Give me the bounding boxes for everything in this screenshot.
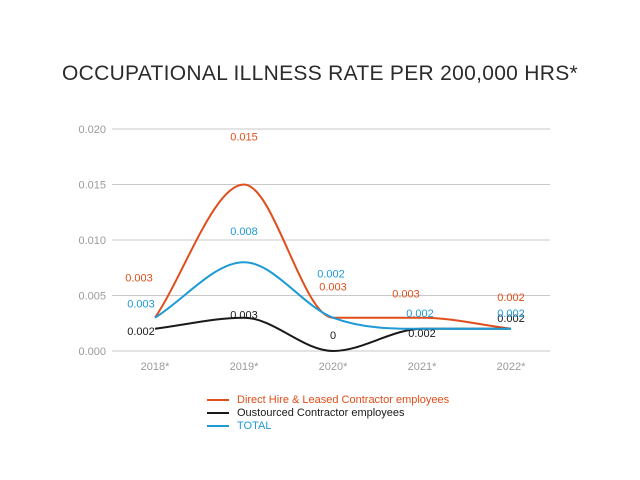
data-label-direct-hire: 0.003: [125, 273, 153, 285]
x-tick-label: 2020*: [319, 361, 348, 373]
legend-swatch: [207, 424, 229, 427]
y-tick-label: 0.015: [78, 180, 106, 192]
legend-swatch: [207, 411, 229, 414]
series-line-direct-hire: [154, 183, 512, 330]
data-label-outsourced: 0.003: [230, 310, 258, 322]
data-label-total: 0.002: [406, 308, 434, 320]
data-label-outsourced: 0.002: [408, 328, 436, 340]
y-tick-label: 0.020: [78, 124, 106, 136]
data-label-direct-hire: 0.015: [230, 132, 258, 144]
data-label-outsourced: 0.002: [127, 326, 155, 338]
x-tick-label: 2019*: [230, 361, 259, 373]
data-label-outsourced: 0.002: [497, 313, 525, 325]
legend-item-direct-hire: Direct Hire & Leased Contractor employee…: [207, 393, 449, 406]
legend-swatch: [207, 398, 229, 401]
x-tick-label: 2018*: [141, 361, 170, 373]
legend-label: TOTAL: [237, 419, 272, 432]
legend-label: Oustourced Contractor employees: [237, 406, 405, 419]
data-label-total: 0.002: [497, 308, 525, 320]
y-tick-label: 0.000: [78, 346, 106, 358]
data-label-total: 0.002: [317, 269, 345, 281]
y-tick-label: 0.010: [78, 235, 106, 247]
x-axis-ticks: 2018* 2019* 2020* 2021* 2022*: [141, 361, 526, 373]
series-line-total: [154, 261, 512, 330]
data-label-direct-hire: 0.003: [392, 289, 420, 301]
data-label-direct-hire: 0.002: [497, 292, 525, 304]
data-label-outsourced: 0: [330, 330, 336, 342]
data-label-total: 0.003: [127, 299, 155, 311]
legend-item-outsourced: Oustourced Contractor employees: [207, 406, 449, 419]
legend-label: Direct Hire & Leased Contractor employee…: [237, 393, 450, 406]
x-tick-label: 2021*: [408, 361, 437, 373]
y-axis-ticks: 0.000 0.005 0.010 0.015 0.020: [78, 124, 106, 358]
legend-item-total: TOTAL: [207, 419, 449, 432]
series-lines: [154, 183, 512, 353]
legend: Direct Hire & Leased Contractor employee…: [207, 393, 449, 432]
chart-title: OCCUPATIONAL ILLNESS RATE PER 200,000 HR…: [62, 62, 578, 85]
data-label-total: 0.008: [230, 226, 258, 238]
y-tick-label: 0.005: [78, 291, 106, 303]
data-label-direct-hire: 0.003: [319, 282, 347, 294]
x-tick-label: 2022*: [497, 361, 526, 373]
